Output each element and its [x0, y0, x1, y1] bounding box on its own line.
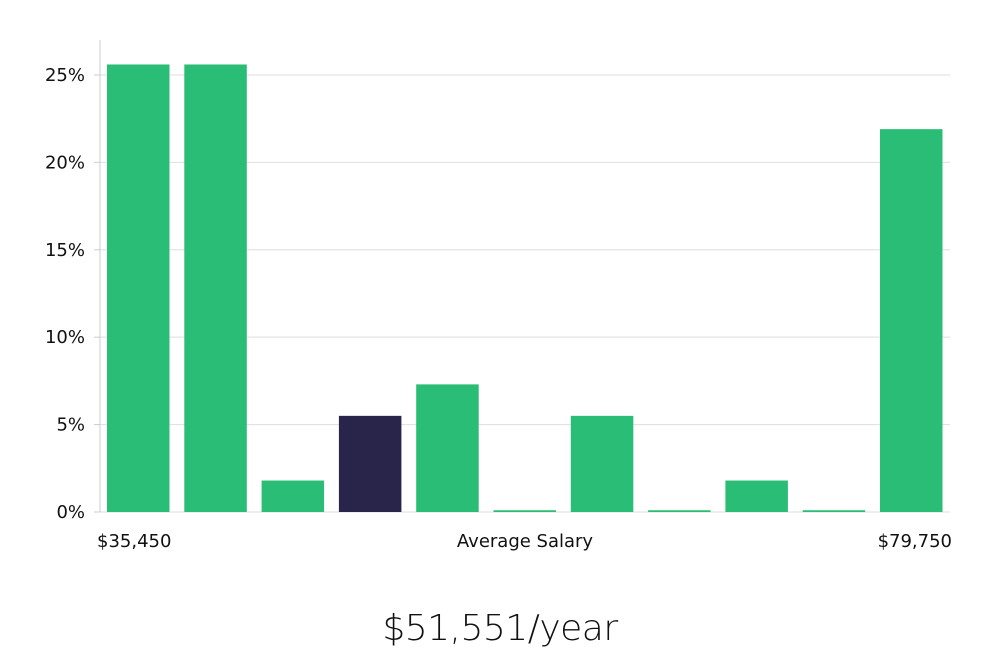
- bar: [570, 415, 634, 512]
- bar: [107, 64, 170, 513]
- y-tick-label: 20%: [45, 152, 85, 173]
- x-max-label: $79,750: [878, 531, 952, 552]
- bar: [802, 510, 866, 512]
- y-axis-ticks: 0% 5% 10% 15% 20% 25%: [45, 65, 100, 523]
- bar: [880, 129, 943, 512]
- y-tick-label: 5%: [56, 415, 85, 436]
- bar: [493, 510, 556, 512]
- bar: [261, 480, 325, 512]
- bar: [184, 64, 247, 513]
- bar: [648, 510, 711, 512]
- y-tick-label: 0%: [56, 502, 85, 523]
- x-min-label: $35,450: [97, 531, 171, 552]
- y-tick-label: 25%: [45, 65, 85, 86]
- x-axis-label: Average Salary: [457, 531, 594, 552]
- highlighted-bar: [338, 415, 402, 512]
- salary-distribution-chart: 0%5%10%15%20%25% $35,450 Average Salary …: [45, 40, 952, 552]
- y-tick-label: 10%: [45, 327, 85, 348]
- y-tick-label: 15%: [45, 240, 85, 261]
- bar: [416, 384, 479, 512]
- average-salary-value: $51,551/year: [382, 608, 618, 649]
- histogram-bars: [107, 64, 943, 513]
- bar: [725, 480, 788, 512]
